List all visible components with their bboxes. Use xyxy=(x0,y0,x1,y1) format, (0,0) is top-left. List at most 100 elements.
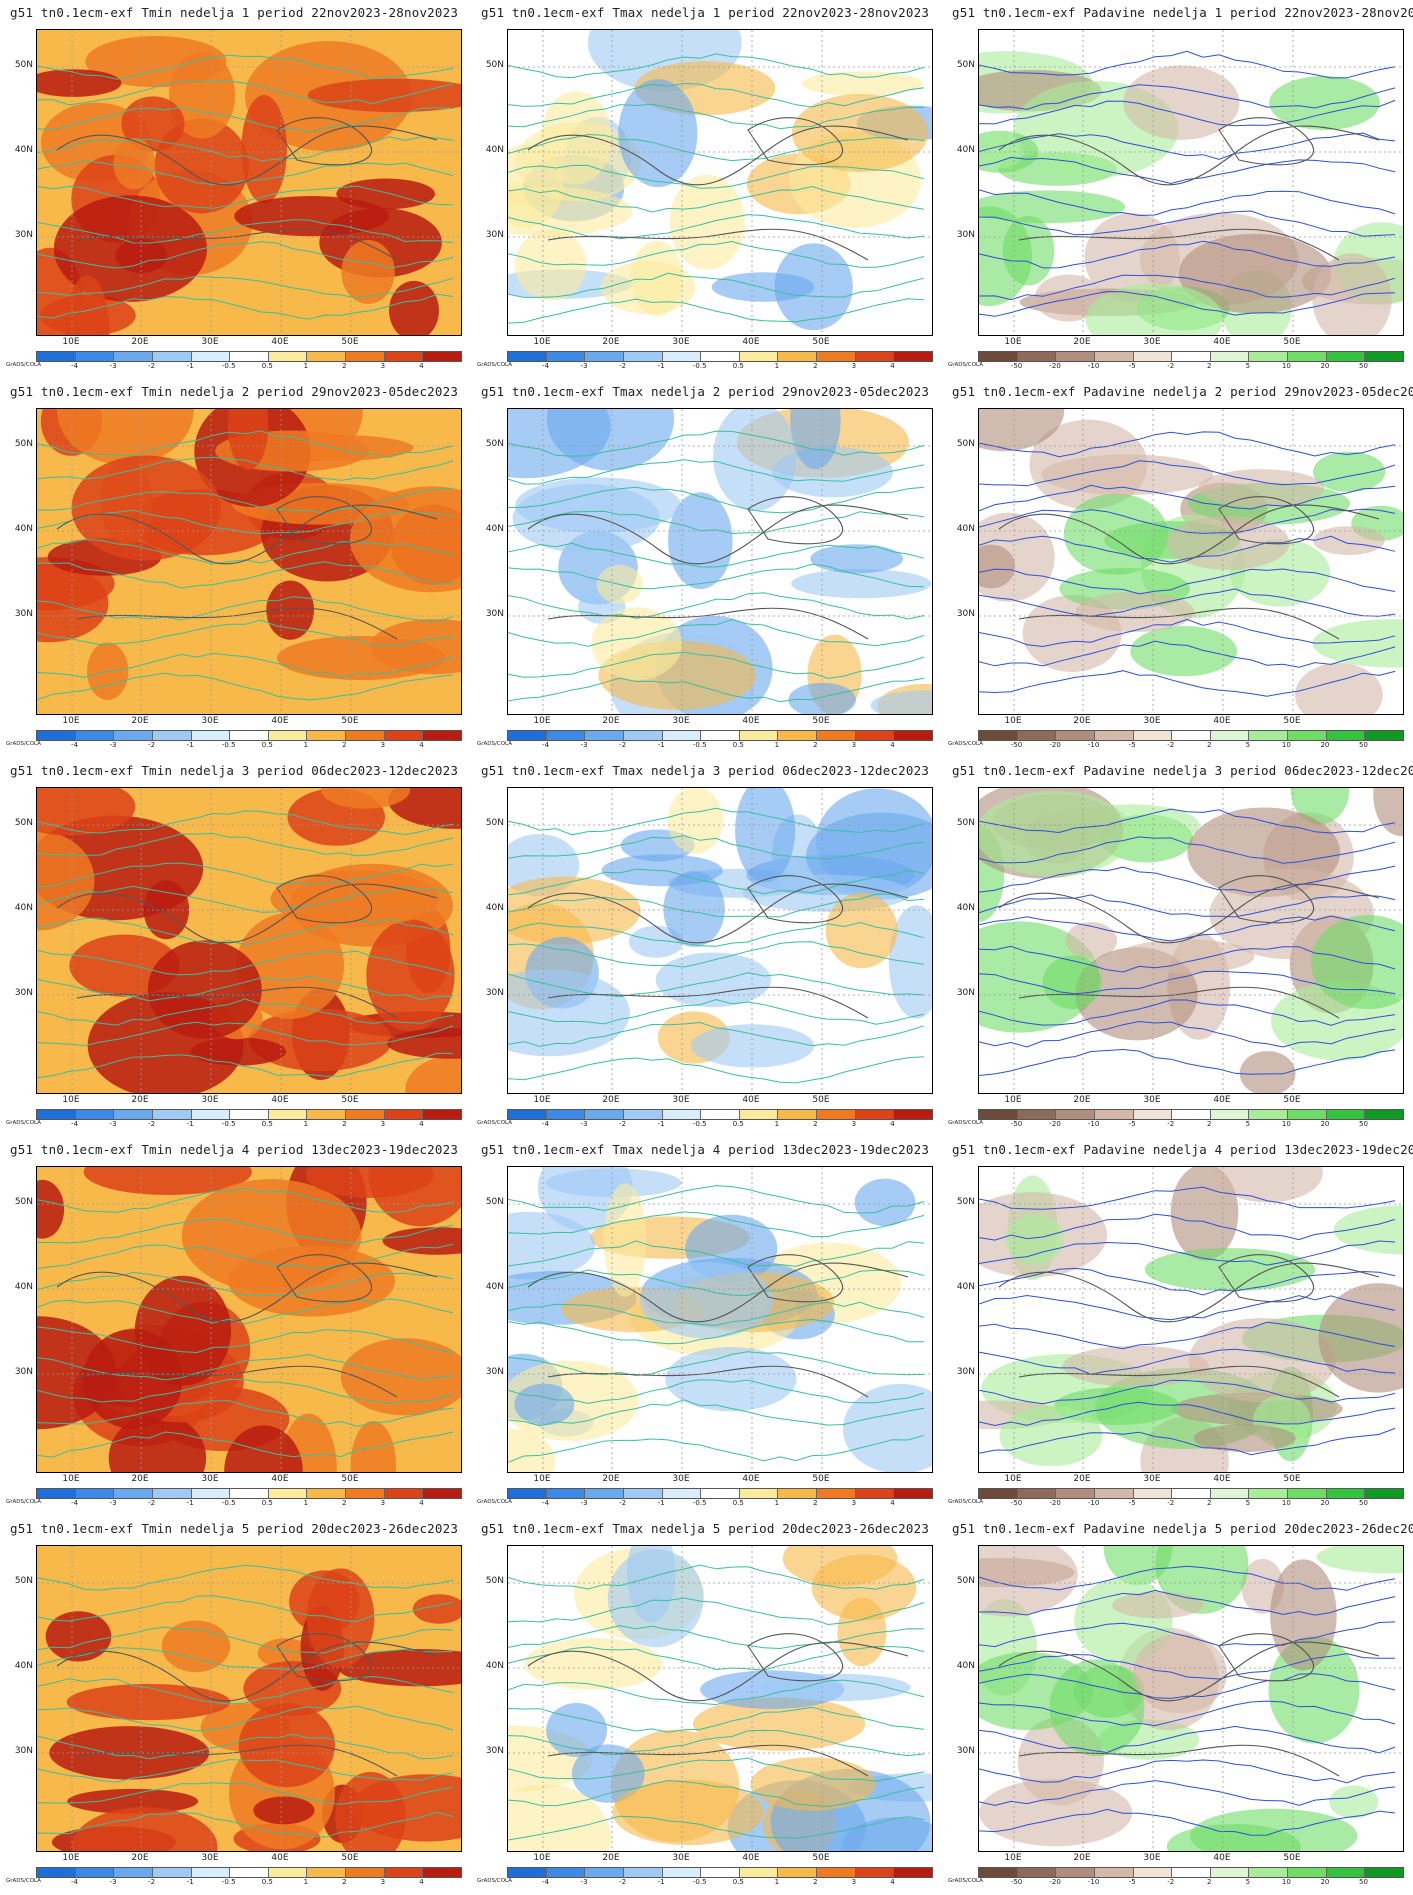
longitude-label: 50E xyxy=(1283,337,1301,347)
contour-line xyxy=(508,1240,925,1267)
contour-line xyxy=(37,1675,454,1705)
colorbar-cell xyxy=(979,1489,1018,1498)
longitude-label: 10E xyxy=(62,716,80,726)
contour-line xyxy=(37,1705,454,1732)
contour-line xyxy=(508,430,925,457)
coastline xyxy=(1218,117,1315,166)
contour-line xyxy=(508,893,925,918)
contour-line xyxy=(37,1326,454,1354)
contour-line xyxy=(508,1729,925,1757)
colorbar-tick-label: -0.5 xyxy=(221,1120,236,1128)
contour-line xyxy=(508,1779,925,1808)
map-area xyxy=(978,1166,1404,1473)
colorbar-tick-label: 4 xyxy=(890,1499,895,1507)
panel-title: g51 tn0.1ecm-exf Tmax nedelja 5 period 2… xyxy=(481,1521,930,1536)
colorbar-cell xyxy=(346,352,385,361)
anomaly-area xyxy=(790,409,841,470)
contour-line xyxy=(508,972,925,998)
colorbar-cell xyxy=(346,1110,385,1119)
colorbar-cell xyxy=(701,1489,740,1498)
contour-line xyxy=(508,1318,925,1345)
colorbar-tick-label: -5 xyxy=(1128,741,1136,749)
colorbar-tick-label: -50 xyxy=(1010,1120,1023,1128)
contour-line xyxy=(37,1243,454,1270)
colorbar-tick-label: -10 xyxy=(1087,741,1100,749)
longitude-label: 10E xyxy=(533,1095,551,1105)
colorbar-cell xyxy=(979,1110,1018,1119)
map-panel-4: g51 tn0.1ecm-exf Tmin nedelja 2 period 2… xyxy=(0,379,471,758)
colorbar-cell xyxy=(855,1489,895,1498)
map-area xyxy=(978,29,1404,336)
contour-line xyxy=(508,619,925,647)
colorbar-tick-label: 10 xyxy=(1281,1120,1291,1128)
colorbar-tick-label: -2 xyxy=(148,1499,156,1507)
coastline xyxy=(547,1744,869,1777)
colorbar-cell xyxy=(701,352,740,361)
anomaly-area xyxy=(389,280,439,335)
latitude-label: 40N xyxy=(485,524,504,534)
contour-line xyxy=(979,894,1396,918)
anomaly-area xyxy=(248,1008,393,1072)
contour-line xyxy=(37,975,454,1002)
colorbar-tick-label: 0.5 xyxy=(732,1878,744,1886)
contour-line xyxy=(979,50,1396,79)
colorbar-cell xyxy=(662,1868,702,1877)
anomaly-area xyxy=(690,1024,815,1068)
colorbar-tick-label: 0.5 xyxy=(732,1120,744,1128)
latitude-label: 40N xyxy=(14,1661,33,1671)
colorbar-tick-label: -3 xyxy=(580,1499,588,1507)
colorbar-tick-label: 10 xyxy=(1281,1499,1291,1507)
colorbar-tick-label: 5 xyxy=(1245,741,1251,749)
colorbar-tick-label: 2 xyxy=(1207,1120,1212,1128)
anomaly-area xyxy=(1170,1167,1239,1261)
anomaly-area xyxy=(405,1056,461,1093)
colorbar-tick-label: 10 xyxy=(1281,741,1291,749)
colorbar-cell xyxy=(1326,352,1366,361)
colorbar-tick-label: -4 xyxy=(542,362,550,370)
contour-line xyxy=(37,430,454,459)
longitude-label: 30E xyxy=(1143,1095,1161,1105)
longitude-label: 40E xyxy=(271,1095,289,1105)
colorbar-tick-label: -0.5 xyxy=(221,362,236,370)
colorbar-tick-label: 3 xyxy=(380,362,386,370)
colorbar-tick-label: -1 xyxy=(186,1120,194,1128)
panel-title: g51 tn0.1ecm-exf Padavine nedelja 5 peri… xyxy=(952,1521,1413,1536)
contour-line xyxy=(37,1759,454,1783)
colorbar-cell xyxy=(817,1110,856,1119)
colorbar-tick-label: 1 xyxy=(774,741,780,749)
colorbar-tick-label: 20 xyxy=(1320,1878,1330,1886)
contour-line xyxy=(979,1673,1396,1699)
contour-line xyxy=(979,291,1396,317)
contour-line xyxy=(979,915,1396,942)
colorbar-labels: -50 -20 -10 -5 -2 2 5 10 20 50 xyxy=(978,1878,1402,1888)
colorbar-tick-label: 1 xyxy=(303,741,309,749)
colorbar-cell xyxy=(1365,1110,1404,1119)
contour-line xyxy=(37,1052,454,1079)
colorbar-cell xyxy=(75,352,115,361)
colorbar-tick-label: 5 xyxy=(1245,1878,1251,1886)
longitude-label: 20E xyxy=(131,337,149,347)
coastline xyxy=(527,1641,909,1702)
colorbar-cell xyxy=(817,1489,856,1498)
colorbar-cell xyxy=(268,352,308,361)
colorbar-cell xyxy=(114,731,153,740)
latitude-label: 50N xyxy=(956,60,975,70)
colorbar-cell xyxy=(1094,1868,1134,1877)
anomaly-area xyxy=(83,1167,252,1195)
colorbar-cell xyxy=(230,731,269,740)
colorbar-tick-label: -1 xyxy=(657,1499,665,1507)
colorbar-cell xyxy=(191,1489,231,1498)
colorbar-tick-label: 50 xyxy=(1358,741,1368,749)
colorbar-tick-label: -4 xyxy=(71,741,79,749)
colorbar-tick-label: -4 xyxy=(71,1499,79,1507)
contour-line xyxy=(979,508,1396,534)
colorbar-cell xyxy=(346,1489,385,1498)
colorbar-cell xyxy=(230,1489,269,1498)
colorbar-cell xyxy=(1249,352,1289,361)
contour-line xyxy=(979,640,1396,668)
panel-title: g51 tn0.1ecm-exf Tmax nedelja 2 period 2… xyxy=(481,384,930,399)
colorbar xyxy=(507,1867,933,1878)
contour-line xyxy=(37,293,454,320)
contour-line xyxy=(37,1400,454,1427)
map-area xyxy=(978,787,1404,1094)
